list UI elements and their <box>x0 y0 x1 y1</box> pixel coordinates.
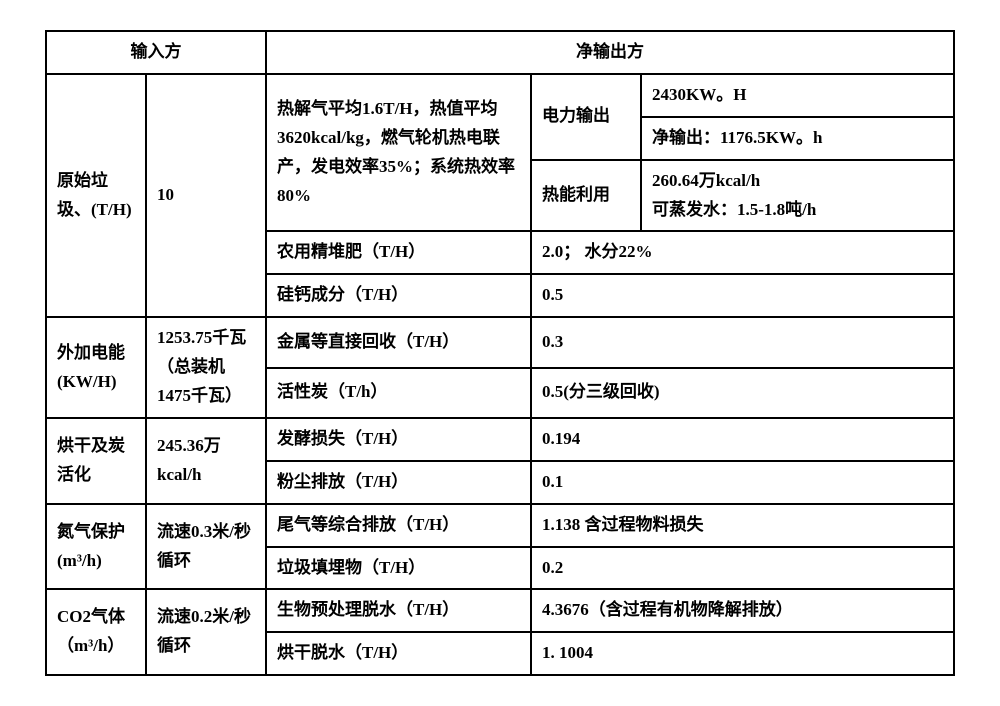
drying-value: 245.36万kcal/h <box>146 418 266 504</box>
carbon-val: 0.5(分三级回收) <box>531 368 954 418</box>
raw-waste-label: 原始垃圾、(T/H) <box>46 74 146 317</box>
io-balance-table: 输入方 净输出方 原始垃圾、(T/H) 10 热解气平均1.6T/H，热值平均3… <box>45 30 955 676</box>
drying-label: 烘干及炭活化 <box>46 418 146 504</box>
heat-use-val: 260.64万kcal/h 可蒸发水：1.5-1.8吨/h <box>641 160 954 232</box>
dust-val: 0.1 <box>531 461 954 504</box>
co2-label: CO2气体（m³/h） <box>46 589 146 675</box>
co2-value: 流速0.2米/秒循环 <box>146 589 266 675</box>
nitrogen-label: 氮气保护(m³/h) <box>46 504 146 590</box>
metal-label: 金属等直接回收（T/H） <box>266 317 531 367</box>
bio-val: 4.3676（含过程有机物降解排放） <box>531 589 954 632</box>
compost-label: 农用精堆肥（T/H） <box>266 231 531 274</box>
ext-power-label: 外加电能(KW/H) <box>46 317 146 418</box>
power-output-val2: 净输出：1176.5KW。h <box>641 117 954 160</box>
pyrolysis-desc: 热解气平均1.6T/H，热值平均3620kcal/kg，燃气轮机热电联产，发电效… <box>266 74 531 232</box>
power-output-val1: 2430KW。H <box>641 74 954 117</box>
ferment-val: 0.194 <box>531 418 954 461</box>
header-output: 净输出方 <box>266 31 954 74</box>
dry-label: 烘干脱水（T/H） <box>266 632 531 675</box>
heat-use-label: 热能利用 <box>531 160 641 232</box>
exhaust-val: 1.138 含过程物料损失 <box>531 504 954 547</box>
power-output-label: 电力输出 <box>531 74 641 160</box>
raw-waste-value: 10 <box>146 74 266 317</box>
compost-val: 2.0； 水分22% <box>531 231 954 274</box>
dust-label: 粉尘排放（T/H） <box>266 461 531 504</box>
sica-label: 硅钙成分（T/H） <box>266 274 531 317</box>
exhaust-label: 尾气等综合排放（T/H） <box>266 504 531 547</box>
landfill-val: 0.2 <box>531 547 954 590</box>
sica-val: 0.5 <box>531 274 954 317</box>
dry-val: 1. 1004 <box>531 632 954 675</box>
landfill-label: 垃圾填埋物（T/H） <box>266 547 531 590</box>
ext-power-value: 1253.75千瓦（总装机1475千瓦） <box>146 317 266 418</box>
header-input: 输入方 <box>46 31 266 74</box>
metal-val: 0.3 <box>531 317 954 367</box>
ferment-label: 发酵损失（T/H） <box>266 418 531 461</box>
carbon-label: 活性炭（T/h） <box>266 368 531 418</box>
nitrogen-value: 流速0.3米/秒循环 <box>146 504 266 590</box>
bio-label: 生物预处理脱水（T/H） <box>266 589 531 632</box>
